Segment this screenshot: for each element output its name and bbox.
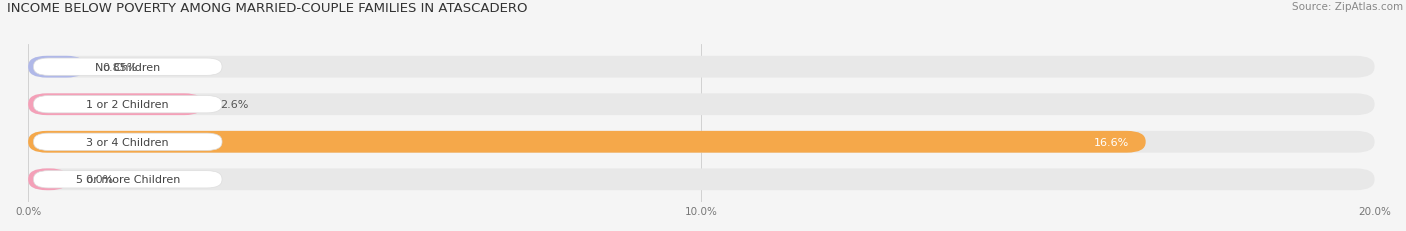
Text: 5 or more Children: 5 or more Children: [76, 175, 180, 185]
FancyBboxPatch shape: [28, 169, 1375, 190]
Text: 16.6%: 16.6%: [1094, 137, 1129, 147]
Text: 0.85%: 0.85%: [103, 62, 138, 72]
Text: INCOME BELOW POVERTY AMONG MARRIED-COUPLE FAMILIES IN ATASCADERO: INCOME BELOW POVERTY AMONG MARRIED-COUPL…: [7, 2, 527, 15]
FancyBboxPatch shape: [28, 94, 1375, 116]
FancyBboxPatch shape: [34, 59, 222, 76]
Text: 2.6%: 2.6%: [219, 100, 249, 110]
Text: No Children: No Children: [96, 62, 160, 72]
FancyBboxPatch shape: [28, 94, 202, 116]
Text: 0.0%: 0.0%: [86, 175, 114, 185]
FancyBboxPatch shape: [28, 57, 86, 78]
Text: 3 or 4 Children: 3 or 4 Children: [86, 137, 169, 147]
FancyBboxPatch shape: [34, 134, 222, 151]
FancyBboxPatch shape: [28, 131, 1375, 153]
FancyBboxPatch shape: [28, 131, 1146, 153]
FancyBboxPatch shape: [28, 57, 1375, 78]
FancyBboxPatch shape: [28, 169, 69, 190]
Text: 1 or 2 Children: 1 or 2 Children: [86, 100, 169, 110]
Text: Source: ZipAtlas.com: Source: ZipAtlas.com: [1292, 2, 1403, 12]
FancyBboxPatch shape: [34, 171, 222, 188]
FancyBboxPatch shape: [34, 96, 222, 113]
